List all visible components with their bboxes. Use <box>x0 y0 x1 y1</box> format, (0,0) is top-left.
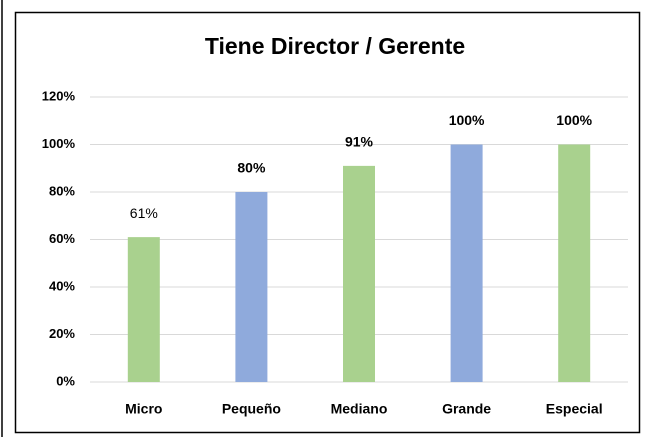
bar <box>235 192 268 382</box>
bar <box>127 237 160 382</box>
y-tick-label: 20% <box>49 326 75 341</box>
chart-frame <box>14 11 641 434</box>
data-label: 91% <box>345 134 374 150</box>
y-tick-label: 80% <box>49 183 75 198</box>
data-label: 100% <box>449 112 485 128</box>
bar <box>558 144 591 382</box>
data-label: 61% <box>130 205 158 221</box>
x-tick-label: Mediano <box>331 401 388 417</box>
chart-title: Tiene Director / Gerente <box>205 33 465 59</box>
x-tick-label: Pequeño <box>222 401 281 417</box>
y-tick-label: 40% <box>49 278 75 293</box>
y-tick-label: 60% <box>49 231 75 246</box>
y-tick-label: 100% <box>42 136 76 151</box>
x-tick-label: Especial <box>546 401 603 417</box>
bar <box>450 144 483 382</box>
x-tick-label: Micro <box>125 401 162 417</box>
bar <box>343 165 375 382</box>
data-label: 80% <box>237 160 266 176</box>
y-tick-label: 120% <box>42 88 76 103</box>
x-tick-label: Grande <box>442 401 491 417</box>
y-tick-label: 0% <box>56 373 75 388</box>
data-label: 100% <box>556 112 592 128</box>
